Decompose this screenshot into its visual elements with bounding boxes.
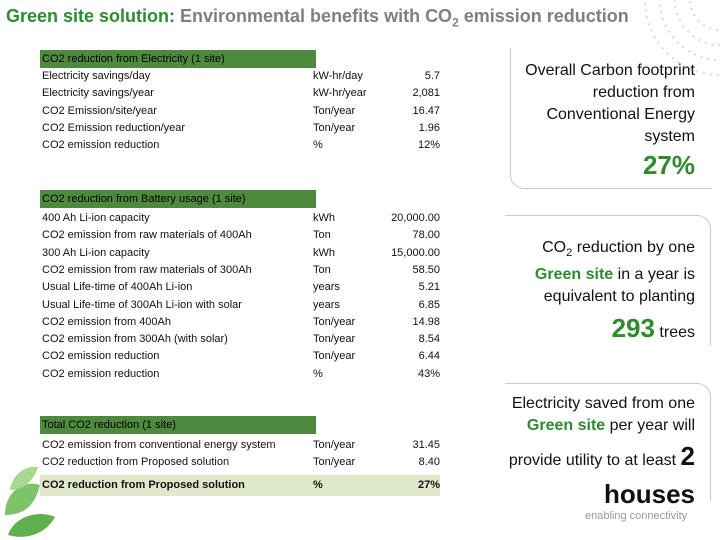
row-value: 58.50 <box>412 263 440 276</box>
footer: enabling connectivity <box>585 510 688 522</box>
title: Green site solution: Environmental benef… <box>6 5 646 34</box>
row-label: CO2 emission from raw materials of 400Ah <box>42 229 252 242</box>
callout-3: Electricity saved from one Green site pe… <box>500 393 695 513</box>
t: trees <box>654 324 695 342</box>
row-value: 20,000.00 <box>391 212 440 224</box>
callout-figure: 27% <box>642 150 695 180</box>
row-value: 31.45 <box>412 439 440 451</box>
row-value: 14.98 <box>412 315 440 328</box>
row-unit: Ton/year <box>313 456 356 469</box>
callout-text: Overall Carbon footprint reduction from … <box>525 62 695 145</box>
title-green: Green site solution: <box>6 6 176 26</box>
row-value: 6.85 <box>418 298 440 311</box>
row-value: 8.54 <box>418 333 440 346</box>
row-unit: Ton/year <box>313 350 356 363</box>
t: 2 <box>566 247 573 260</box>
row-label: CO2 emission from raw materials of 300Ah <box>42 263 252 276</box>
row-label: CO2 emission reduction <box>42 139 160 152</box>
t: in a year is equivalent to planting <box>543 266 695 306</box>
row-label: Electricity savings/year <box>42 87 154 100</box>
row-unit: kWh <box>313 246 335 259</box>
callout-frame <box>505 215 711 346</box>
t: reduction by one <box>572 239 695 256</box>
row-unit: years <box>313 298 340 311</box>
row-unit: Ton/year <box>313 121 356 134</box>
title-sub: 2 <box>452 15 459 30</box>
row-unit: Ton/year <box>313 315 356 328</box>
row-value: 15,000.00 <box>391 246 440 259</box>
row-value: 43% <box>417 367 440 380</box>
row-label: 300 Ah Li-ion capacity <box>42 246 150 259</box>
row-unit: % <box>313 139 323 152</box>
row-unit: Ton/year <box>313 104 356 117</box>
row-label: CO2 reduction from Proposed solution <box>42 456 230 469</box>
row-value: 5.21 <box>418 281 440 294</box>
section-header: CO2 reduction from Battery usage (1 site… <box>40 190 316 208</box>
row-label: Usual Life-time of 400Ah Li-ion <box>42 281 193 294</box>
row-value: 6.44 <box>418 350 440 363</box>
row-unit: kWh <box>313 212 335 224</box>
row-unit: kW-hr/year <box>313 87 367 100</box>
row-value: 27% <box>417 478 440 491</box>
row-unit: Ton <box>313 229 331 242</box>
row-unit: % <box>313 367 323 380</box>
t: Green site <box>534 266 614 284</box>
row-unit: kW-hr/day <box>313 70 363 82</box>
row-label: CO2 Emission/site/year <box>42 104 157 117</box>
section-header: CO2 reduction from Electricity (1 site) <box>40 50 316 68</box>
row-value: 12% <box>417 139 440 152</box>
row-label: CO2 emission from conventional energy sy… <box>42 439 276 451</box>
row-unit: % <box>313 478 323 491</box>
row-value: 16.47 <box>412 104 440 117</box>
t: Green site <box>526 417 606 434</box>
title-tail: emission reduction <box>458 6 629 26</box>
row-value: 1.96 <box>418 121 440 134</box>
row-label: CO2 reduction from Proposed solution <box>42 478 245 491</box>
row-label: 400 Ah Li-ion capacity <box>42 212 150 224</box>
row-label: CO2 emission from 300Ah (with solar) <box>42 333 228 346</box>
title-text: Environmental benefits with CO <box>175 6 453 26</box>
t: CO <box>542 239 567 256</box>
row-value: 78.00 <box>412 229 440 242</box>
t: per year will provide utility to at leas… <box>508 417 695 469</box>
row-label: CO2 emission reduction <box>42 367 160 380</box>
t: 293 <box>611 313 655 344</box>
row-label: CO2 Emission reduction/year <box>42 121 186 134</box>
row-unit: Ton/year <box>313 439 356 451</box>
callout-1: Overall Carbon footprint reduction from … <box>505 60 695 182</box>
row-label: CO2 emission from 400Ah <box>42 315 171 328</box>
callout-2: CO2 reduction by one Green site in a yea… <box>505 237 695 348</box>
row-value: 8.40 <box>418 456 440 469</box>
callout-frame <box>505 383 711 501</box>
row-value: 5.7 <box>424 70 440 82</box>
highlight-row <box>40 474 440 496</box>
callout-frame <box>510 48 711 189</box>
leaf-logo <box>5 466 55 537</box>
row-label: CO2 emission reduction <box>42 350 160 363</box>
row-label: Usual Life-time of 300Ah Li-ion with sol… <box>42 298 242 311</box>
t: 2 houses <box>603 441 695 509</box>
section-header: Total CO2 reduction (1 site) <box>40 416 316 434</box>
row-value: 2,081 <box>412 87 440 100</box>
row-unit: Ton <box>313 263 331 276</box>
row-unit: Ton/year <box>313 333 356 346</box>
t: Electricity saved from one <box>511 395 695 412</box>
row-unit: years <box>313 281 340 294</box>
row-label: Electricity savings/day <box>42 70 151 82</box>
